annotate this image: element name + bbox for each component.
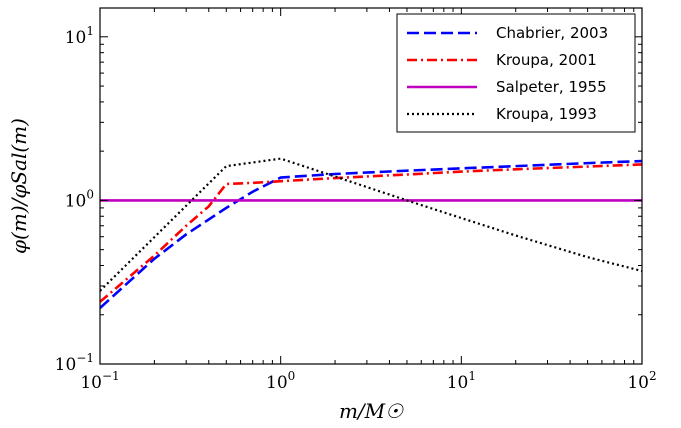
legend-label-3: Kroupa, 1993 — [496, 105, 597, 123]
x-axis-label: m/M☉ — [339, 399, 404, 423]
series-line-0 — [100, 159, 642, 309]
y-tick-label: 101 — [65, 24, 94, 48]
x-tick-label: 10−1 — [80, 369, 119, 393]
legend-label-2: Salpeter, 1955 — [496, 78, 607, 96]
plot-frame — [99, 7, 643, 365]
legend-label-1: Kroupa, 2001 — [496, 51, 597, 69]
y-tick-label: 10−1 — [55, 351, 94, 375]
x-tick-label: 100 — [266, 369, 295, 393]
x-tick-label: 101 — [447, 369, 476, 393]
x-tick-label: 102 — [627, 369, 656, 393]
legend: Chabrier, 2003 Kroupa, 2001 Salpeter, 1955… — [396, 13, 636, 133]
series-line-1 — [100, 163, 642, 303]
series-layer — [100, 157, 642, 309]
legend-label-0: Chabrier, 2003 — [496, 24, 608, 42]
legend-box — [396, 13, 636, 133]
series-line-3 — [100, 157, 642, 292]
y-axis-label: φ(m)/φSal(m) — [7, 118, 31, 254]
tick-layer: 10−1 100 101 102 10−1 100 101 — [55, 8, 657, 393]
y-tick-label: 100 — [65, 187, 94, 211]
